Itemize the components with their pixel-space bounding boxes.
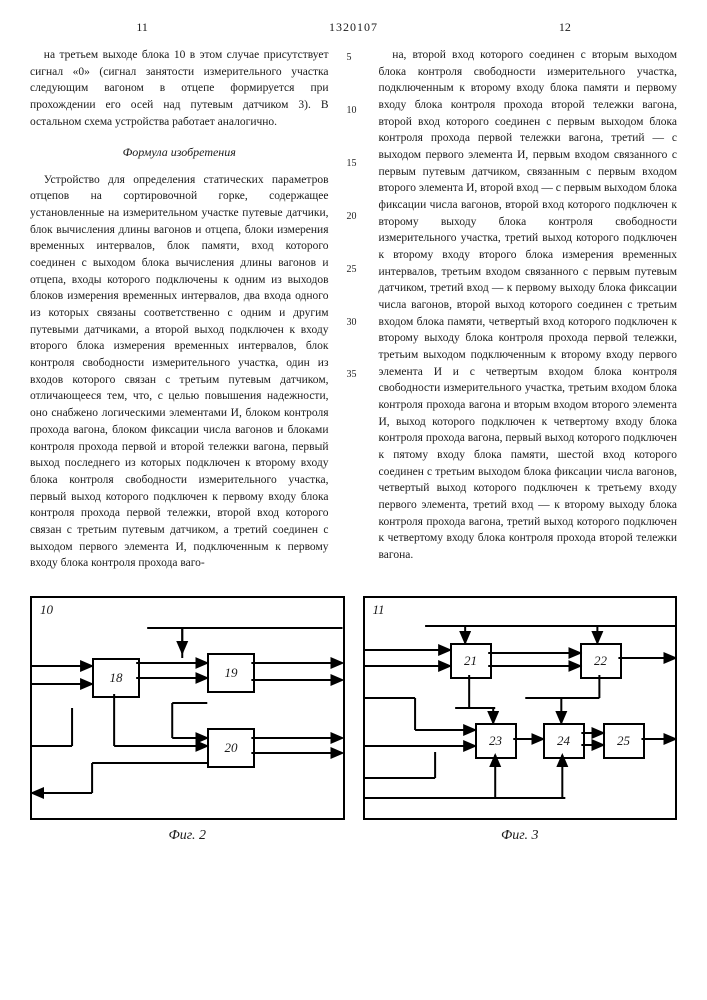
figure-2-label: 10 <box>40 602 53 618</box>
formula-title: Формула изобретения <box>30 144 329 161</box>
figure-3: 11 21 22 23 24 25 <box>363 596 678 844</box>
node-20: 20 <box>207 728 255 768</box>
figure-3-frame: 11 21 22 23 24 25 <box>363 596 678 820</box>
line-number: 20 <box>347 210 361 225</box>
node-19: 19 <box>207 653 255 693</box>
node-18: 18 <box>92 658 140 698</box>
line-number: 15 <box>347 157 361 172</box>
line-number-gutter: 5 10 15 20 25 30 35 <box>347 47 361 574</box>
figure-2-frame: 10 18 19 20 <box>30 596 345 820</box>
line-number: 5 <box>347 51 361 66</box>
line-number: 30 <box>347 316 361 331</box>
figure-2: 10 18 19 20 <box>30 596 345 844</box>
node-25: 25 <box>603 723 645 759</box>
node-24: 24 <box>543 723 585 759</box>
line-number: 25 <box>347 263 361 278</box>
right-column: на, второй вход которого соединен с втор… <box>379 47 678 574</box>
figure-3-wires <box>365 598 676 818</box>
node-22: 22 <box>580 643 622 679</box>
line-number: 10 <box>347 104 361 119</box>
right-para-1: на, второй вход которого соединен с втор… <box>379 47 678 564</box>
left-para-2: Устройство для определения статических п… <box>30 172 329 572</box>
line-number: 35 <box>347 368 361 383</box>
left-column: на третьем выходе блока 10 в этом случае… <box>30 47 329 574</box>
figure-2-caption: Фиг. 2 <box>30 828 345 844</box>
page-number-left: 11 <box>38 20 246 35</box>
figure-2-wires <box>32 598 343 818</box>
text-columns: на третьем выходе блока 10 в этом случае… <box>30 47 677 574</box>
node-21: 21 <box>450 643 492 679</box>
patent-number: 1320107 <box>249 20 457 35</box>
page-number-right: 12 <box>461 20 669 35</box>
page-header: 11 1320107 12 <box>30 20 677 35</box>
left-para-1: на третьем выходе блока 10 в этом случае… <box>30 47 329 130</box>
figure-3-caption: Фиг. 3 <box>363 828 678 844</box>
node-23: 23 <box>475 723 517 759</box>
figure-3-label: 11 <box>373 602 385 618</box>
